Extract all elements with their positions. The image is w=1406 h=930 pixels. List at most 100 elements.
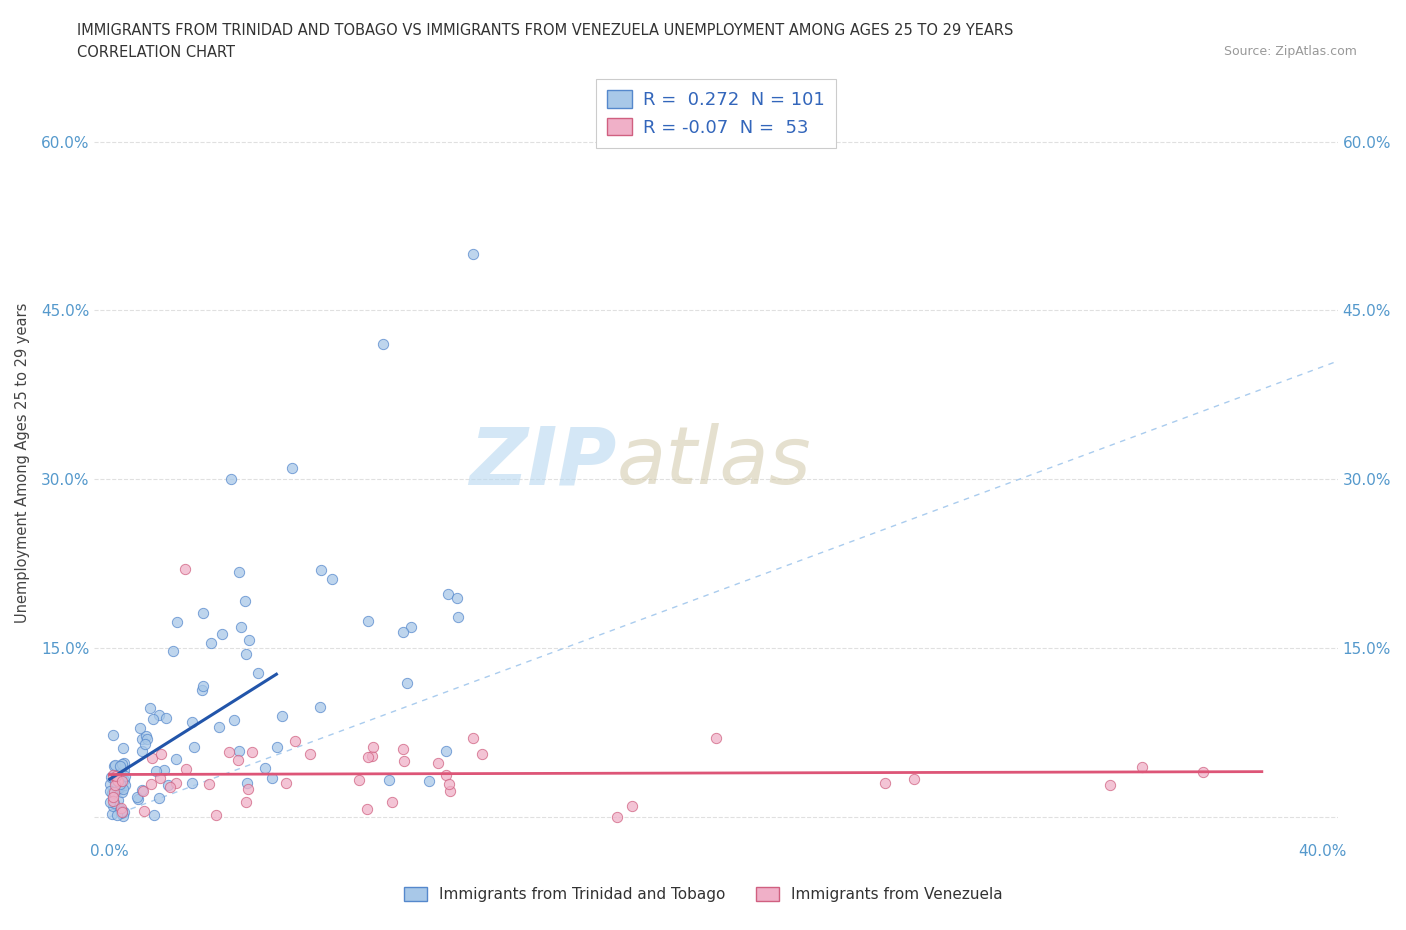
Point: [606, 809, 628, 824]
Point: [174, 762, 197, 777]
Point: [233, 593, 256, 608]
Point: [463, 246, 485, 261]
Point: [236, 782, 259, 797]
Point: [111, 785, 134, 800]
Point: [418, 774, 440, 789]
Point: [105, 780, 128, 795]
Point: [207, 720, 229, 735]
Point: [704, 731, 727, 746]
Point: [166, 615, 188, 630]
Text: CORRELATION CHART: CORRELATION CHART: [77, 45, 235, 60]
Point: [238, 633, 260, 648]
Point: [134, 737, 156, 751]
Point: [145, 764, 167, 778]
Point: [1192, 764, 1215, 779]
Point: [108, 758, 131, 773]
Point: [101, 727, 124, 742]
Point: [132, 804, 155, 818]
Point: [149, 770, 172, 785]
Point: [131, 783, 153, 798]
Point: [148, 707, 170, 722]
Point: [108, 775, 131, 790]
Point: [229, 619, 252, 634]
Point: [236, 776, 259, 790]
Point: [108, 771, 131, 786]
Point: [159, 779, 181, 794]
Point: [621, 799, 644, 814]
Point: [211, 626, 233, 641]
Point: [111, 740, 134, 755]
Point: [321, 571, 343, 586]
Point: [266, 740, 288, 755]
Point: [378, 772, 401, 787]
Text: IMMIGRANTS FROM TRINIDAD AND TOBAGO VS IMMIGRANTS FROM VENEZUELA UNEMPLOYMENT AM: IMMIGRANTS FROM TRINIDAD AND TOBAGO VS I…: [77, 23, 1014, 38]
Point: [226, 752, 249, 767]
Point: [446, 590, 468, 604]
Point: [107, 774, 129, 789]
Point: [114, 777, 136, 792]
Point: [105, 782, 128, 797]
Point: [153, 763, 176, 777]
Point: [110, 773, 132, 788]
Point: [165, 751, 187, 766]
Point: [246, 666, 269, 681]
Point: [1098, 777, 1121, 792]
Point: [1130, 760, 1153, 775]
Point: [381, 794, 404, 809]
Point: [107, 792, 129, 807]
Point: [155, 711, 177, 725]
Point: [108, 802, 131, 817]
Point: [447, 610, 470, 625]
Point: [349, 772, 371, 787]
Point: [191, 683, 214, 698]
Point: [139, 700, 162, 715]
Y-axis label: Unemployment Among Ages 25 to 29 years: Unemployment Among Ages 25 to 29 years: [15, 302, 30, 622]
Point: [131, 731, 153, 746]
Point: [191, 678, 214, 693]
Point: [105, 768, 128, 783]
Point: [181, 715, 204, 730]
Point: [200, 636, 222, 651]
Point: [205, 808, 228, 823]
Point: [299, 747, 322, 762]
Point: [222, 712, 245, 727]
Point: [242, 744, 264, 759]
Point: [356, 614, 378, 629]
Point: [142, 711, 165, 726]
Point: [274, 776, 297, 790]
Point: [426, 756, 449, 771]
Point: [110, 761, 132, 776]
Point: [111, 804, 134, 818]
Point: [284, 734, 307, 749]
Point: [112, 773, 135, 788]
Point: [270, 709, 292, 724]
Point: [437, 777, 460, 791]
Point: [103, 784, 125, 799]
Point: [111, 804, 134, 819]
Point: [127, 791, 149, 806]
Point: [235, 646, 257, 661]
Text: atlas: atlas: [617, 423, 811, 501]
Legend: Immigrants from Trinidad and Tobago, Immigrants from Venezuela: Immigrants from Trinidad and Tobago, Imm…: [398, 881, 1008, 909]
Point: [135, 729, 157, 744]
Point: [309, 699, 332, 714]
Point: [105, 773, 128, 788]
Point: [436, 744, 458, 759]
Point: [112, 782, 135, 797]
Point: [439, 783, 461, 798]
Point: [98, 783, 121, 798]
Point: [392, 625, 415, 640]
Point: [129, 721, 152, 736]
Point: [112, 763, 135, 777]
Point: [105, 808, 128, 823]
Point: [111, 808, 134, 823]
Point: [471, 747, 494, 762]
Point: [875, 776, 897, 790]
Point: [141, 751, 163, 765]
Point: [101, 807, 124, 822]
Point: [396, 675, 419, 690]
Point: [104, 777, 127, 792]
Point: [262, 771, 284, 786]
Point: [436, 767, 458, 782]
Point: [361, 739, 384, 754]
